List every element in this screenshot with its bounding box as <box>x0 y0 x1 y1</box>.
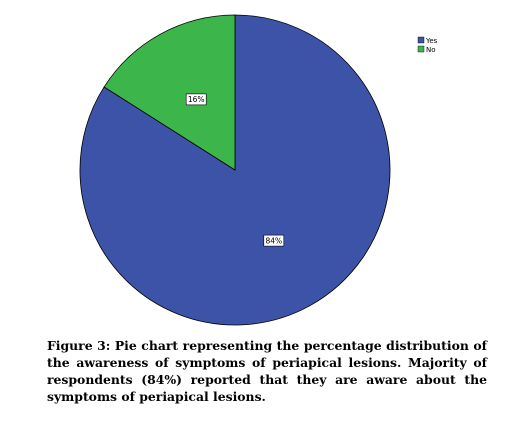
slice-label-box <box>185 93 207 106</box>
pie-slices <box>79 14 391 326</box>
legend-label: No <box>426 46 436 54</box>
legend-item-no: No <box>417 45 436 54</box>
legend-swatch <box>417 45 425 53</box>
slice-label-yes: 84% <box>263 234 285 247</box>
legend-item-yes: Yes <box>417 36 438 45</box>
pie-slice-no <box>103 14 236 171</box>
slice-label-no: 16% <box>185 93 207 106</box>
legend-label: Yes <box>425 37 438 45</box>
slice-label-text: 84% <box>265 236 282 245</box>
legend-swatch <box>417 36 425 44</box>
slice-label-text: 16% <box>188 95 205 104</box>
slice-labels: 84% 16% <box>185 93 285 247</box>
figure-caption: Figure 3: Pie chart representing the per… <box>47 338 487 404</box>
slice-label-box <box>263 234 285 247</box>
